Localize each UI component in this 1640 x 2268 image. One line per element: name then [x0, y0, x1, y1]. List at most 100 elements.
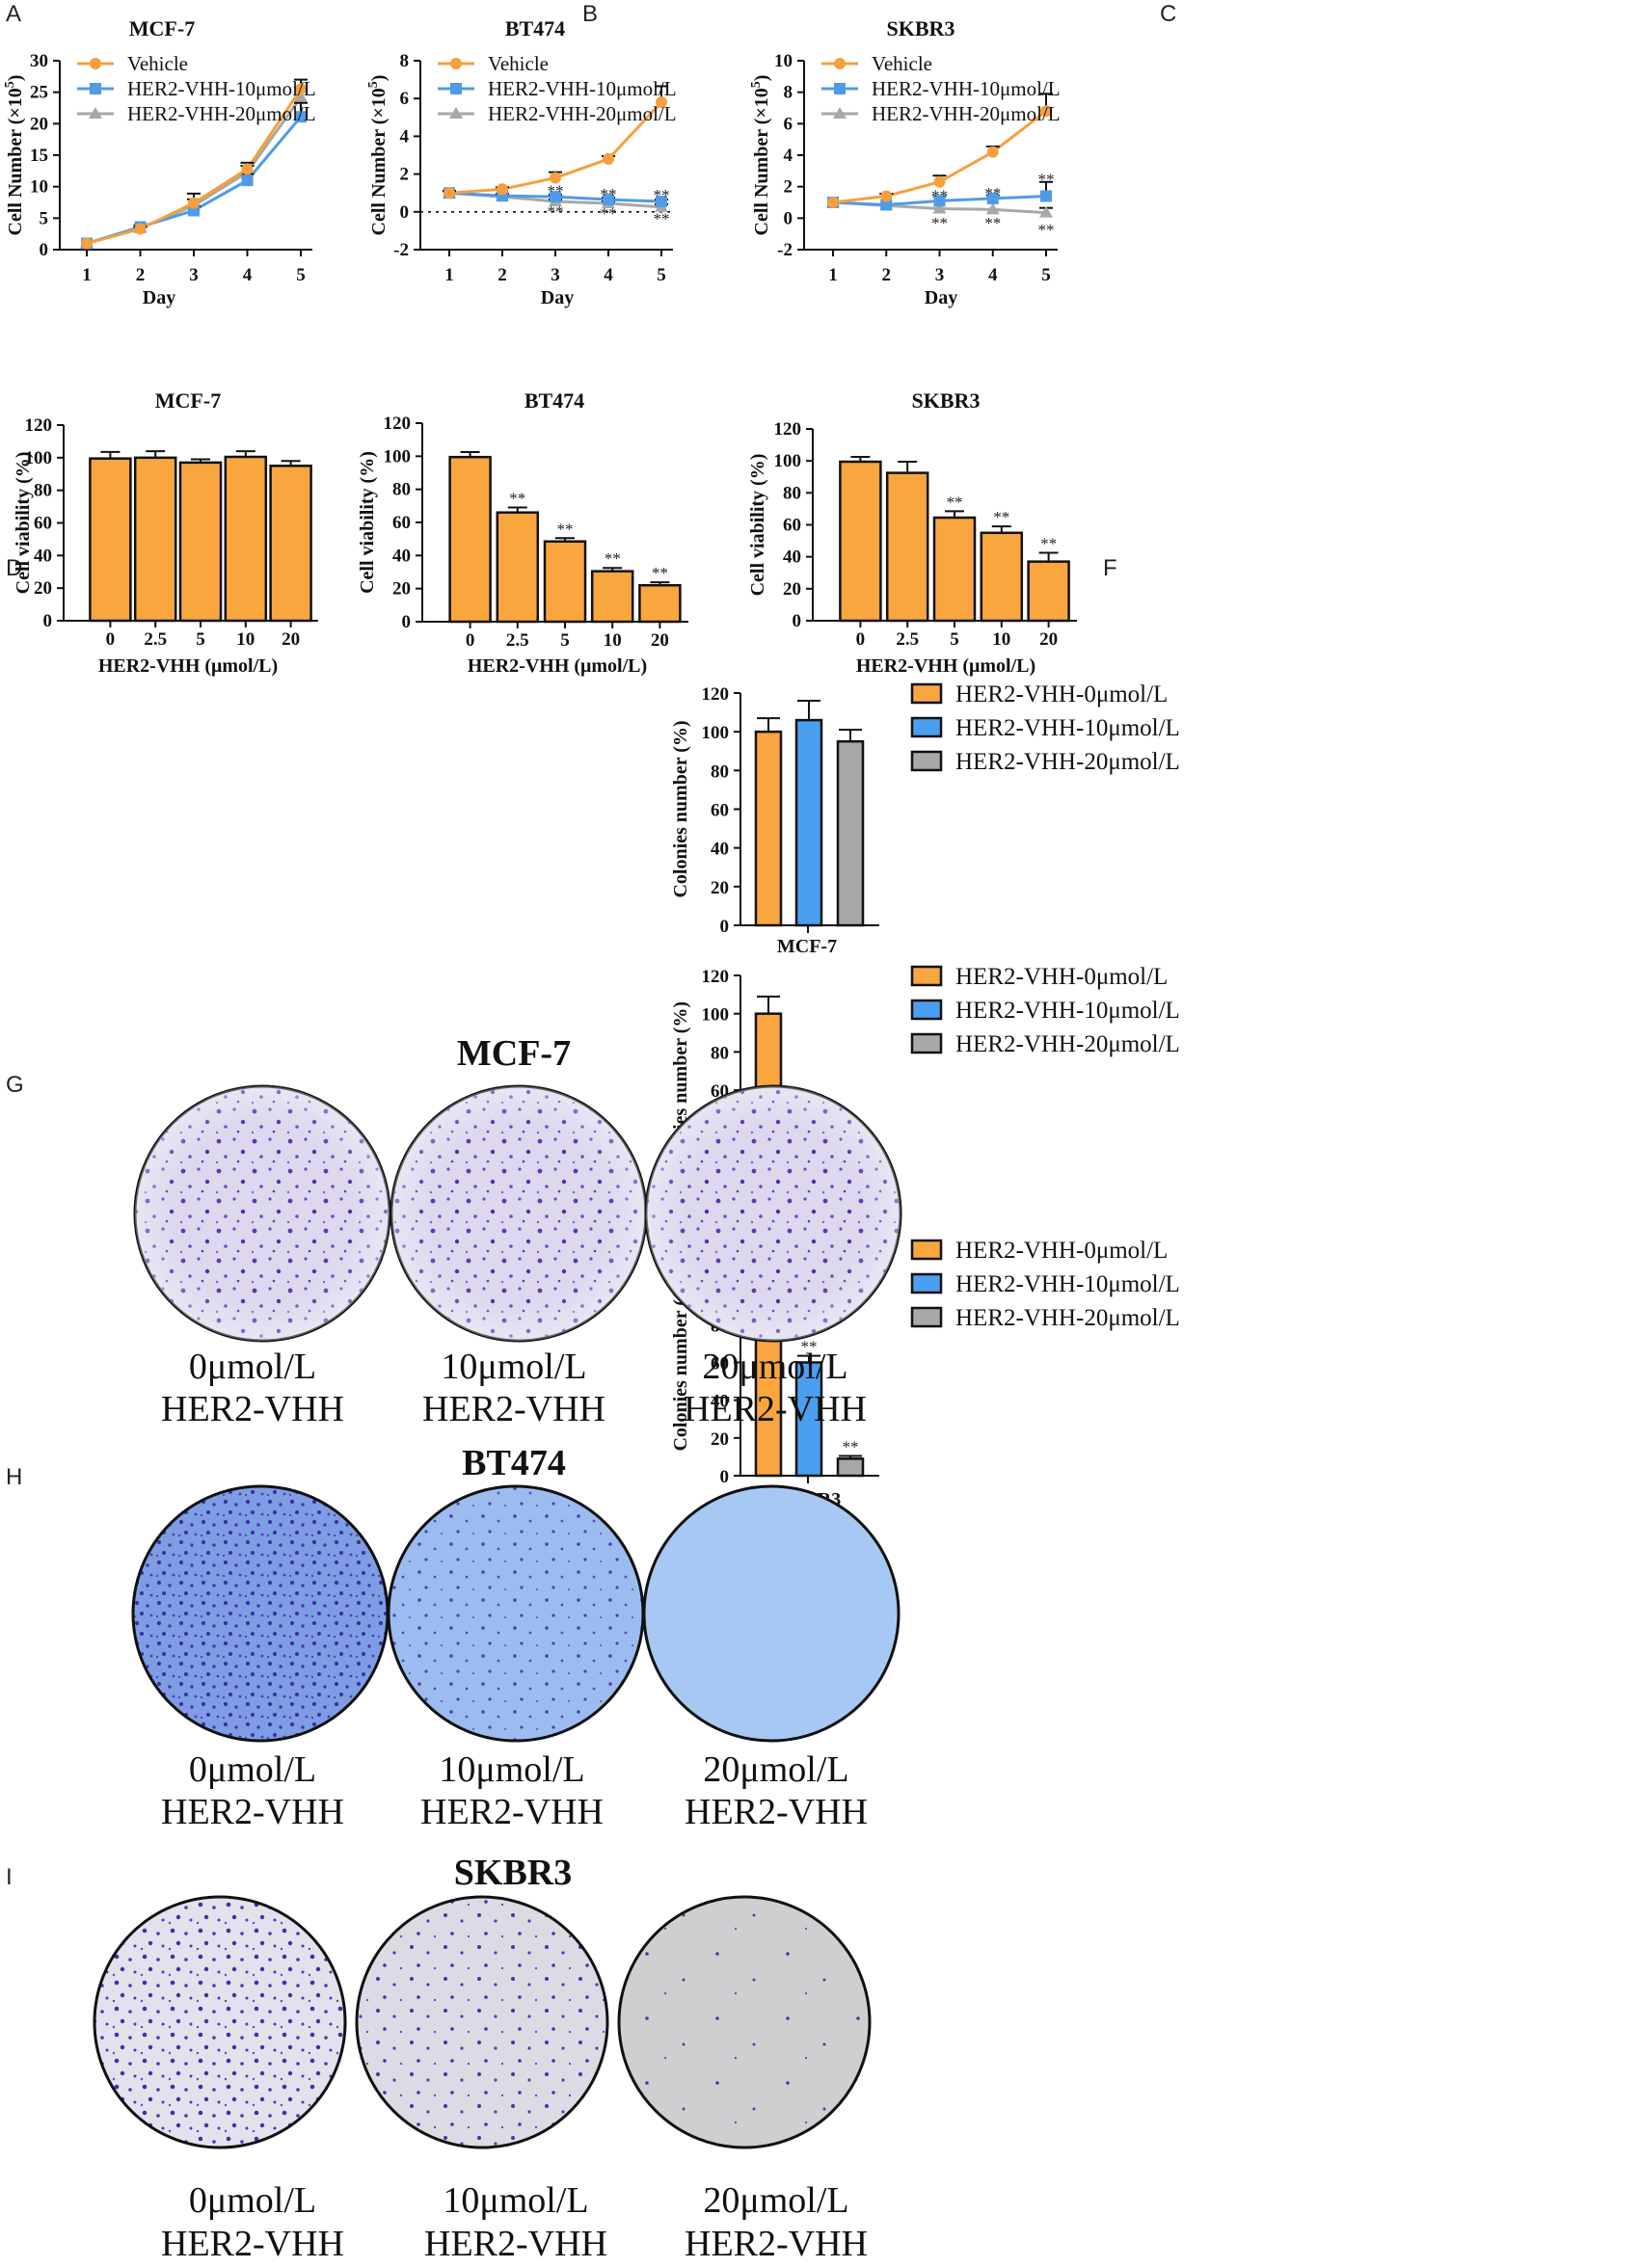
- plates-title: BT474: [462, 1443, 566, 1483]
- significance-mark: **: [984, 184, 1001, 202]
- y-tick-label: 2: [400, 165, 410, 185]
- legend-marker: [834, 58, 846, 69]
- y-tick-label: 0: [43, 611, 53, 631]
- y-tick-label: 8: [784, 83, 793, 103]
- colony-plate: [355, 1895, 609, 2149]
- data-point: [241, 174, 254, 187]
- legend-marker: [450, 58, 462, 69]
- legend-swatch: [910, 1306, 943, 1328]
- legend-swatch: [910, 1239, 943, 1261]
- legend-label: HER2-VHH-20μmol/L: [955, 1031, 1180, 1057]
- legend-label: HER2-VHH-20μmol/L: [127, 102, 316, 125]
- legend-marker: [449, 107, 463, 119]
- y-tick-label: 0: [40, 240, 49, 260]
- y-tick-label: 4: [784, 146, 793, 166]
- legend-label: HER2-VHH-0μmol/L: [955, 964, 1168, 990]
- y-tick-label: 0: [793, 611, 802, 631]
- data-point: [1039, 205, 1053, 218]
- y-tick-label: 80: [34, 481, 52, 501]
- bar: [178, 461, 223, 623]
- x-tick-label: 0: [466, 630, 475, 651]
- y-tick-label: 100: [25, 448, 53, 468]
- y-tick-label: 5: [40, 208, 49, 228]
- bar: [885, 471, 929, 623]
- data-point: [986, 192, 999, 204]
- y-tick-label: 40: [392, 546, 411, 566]
- plate-label-dose: 20μmol/L: [703, 1749, 848, 1790]
- y-tick-label: 0: [784, 208, 793, 228]
- x-axis-label: HER2-VHH (μmol/L): [856, 655, 1035, 677]
- panel-label-f: F: [1103, 555, 1117, 581]
- x-tick-label: 20: [1039, 629, 1058, 650]
- legend-label: HER2-VHH-20μmol/L: [955, 1305, 1180, 1331]
- y-tick-label: 120: [702, 684, 730, 705]
- y-tick-label: 120: [384, 414, 412, 434]
- plate-label-drug: HER2-VHH: [685, 1792, 868, 1832]
- bar: [980, 531, 1024, 623]
- significance-mark: **: [601, 185, 617, 203]
- y-tick-label: 20: [711, 1429, 729, 1450]
- y-tick-label: 40: [711, 840, 729, 860]
- data-point: [880, 199, 893, 211]
- panel-label-d: D: [6, 555, 22, 581]
- legend-swatch: [910, 682, 943, 705]
- y-tick-label: 0: [400, 202, 410, 223]
- y-tick-label: 25: [30, 83, 48, 103]
- legend-label: HER2-VHH-0μmol/L: [955, 681, 1168, 707]
- plates-row-g: MCF-7 0μmol/L HER2-VHH 10μmol/L HER2-VHH…: [133, 1033, 902, 1429]
- colony-plate: [617, 1895, 872, 2149]
- y-tick-label: 2: [784, 177, 793, 198]
- plate-label-drug: HER2-VHH: [420, 1792, 604, 1832]
- significance-mark: **: [652, 564, 668, 582]
- legend-label: HER2-VHH-20μmol/L: [955, 749, 1180, 775]
- legend-swatch: [910, 999, 943, 1021]
- plate-label-drug: HER2-VHH: [161, 1792, 344, 1832]
- x-tick-label: 4: [604, 265, 613, 285]
- colony-plate: [387, 1484, 645, 1743]
- bar: [836, 739, 865, 927]
- legend-label: Vehicle: [127, 52, 188, 75]
- data-point: [880, 190, 893, 202]
- bar: [638, 583, 682, 624]
- y-tick-label: -2: [393, 240, 409, 260]
- bar: [133, 456, 177, 623]
- bar: [590, 570, 634, 624]
- panel-label-g: G: [6, 1072, 24, 1098]
- panel-label-a: A: [6, 1, 21, 27]
- data-point: [656, 96, 667, 109]
- y-tick-label: 4: [400, 126, 410, 147]
- x-tick-label: 1: [82, 265, 92, 285]
- x-tick-label: 3: [189, 265, 199, 285]
- data-point: [444, 187, 455, 200]
- data-point: [188, 197, 200, 209]
- colony-plate: [131, 1484, 390, 1743]
- y-axis-label: Cell Number (×105): [749, 75, 772, 236]
- x-tick-label: 2: [136, 265, 146, 285]
- y-tick-label: 6: [400, 89, 410, 109]
- legend-swatch: [910, 1272, 943, 1294]
- x-tick-label: 4: [243, 265, 253, 285]
- y-tick-label: 20: [711, 878, 729, 898]
- significance-mark: **: [601, 204, 617, 223]
- y-tick-label: 40: [34, 546, 52, 566]
- y-axis-label: Cell viability (%): [747, 454, 768, 597]
- legend-label: HER2-VHH-10μmol/L: [872, 77, 1061, 100]
- x-axis-label: Day: [925, 287, 957, 308]
- x-axis-label: HER2-VHH (μmol/L): [98, 655, 278, 677]
- plate-label-dose: 0μmol/L: [189, 1347, 316, 1387]
- y-tick-label: 6: [784, 114, 793, 134]
- legend-marker: [834, 83, 846, 94]
- significance-mark: **: [947, 493, 963, 511]
- y-tick-label: 60: [711, 801, 729, 821]
- bar: [836, 1457, 865, 1478]
- x-tick-label: 5: [296, 265, 306, 285]
- colony-plate: [644, 1084, 902, 1343]
- y-tick-label: 8: [400, 51, 410, 71]
- bar: [448, 455, 492, 624]
- colony-plate: [93, 1895, 347, 2149]
- x-tick-label: 5: [560, 630, 570, 651]
- significance-mark: **: [654, 186, 670, 204]
- plates-row-i: SKBR3 0μmol/L HER2-VHH 10μmol/L HER2-VHH…: [93, 1853, 872, 2264]
